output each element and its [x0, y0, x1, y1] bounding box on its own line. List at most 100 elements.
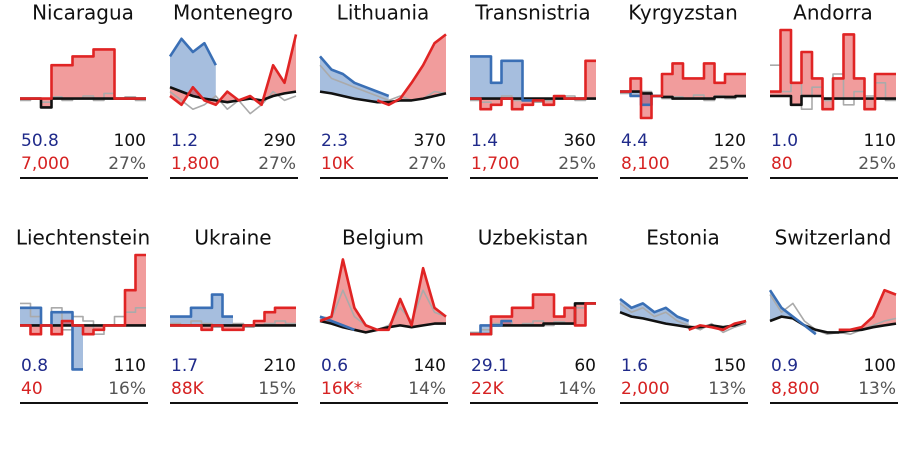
series-line	[170, 306, 296, 332]
panel: Uzbekistan 29.1 60 22K 14%	[470, 226, 598, 404]
stat-label: 100	[114, 131, 146, 151]
stat-label: 16K*	[321, 379, 362, 399]
stat-label: 110	[114, 356, 146, 376]
series-line	[170, 293, 233, 318]
panel-title: Transnistria	[474, 1, 590, 25]
series-line	[169, 90, 297, 115]
stat-label: 4.4	[621, 131, 648, 151]
series-line	[470, 59, 596, 111]
series-line	[169, 85, 297, 104]
area-fill	[170, 38, 216, 101]
stat-label: 8,800	[771, 379, 820, 399]
series-line	[376, 33, 447, 107]
stat-label: 80	[771, 154, 793, 174]
stat-label: 1.6	[621, 356, 648, 376]
panel: Nicaragua 50.8 100 7,000 27%	[20, 1, 148, 179]
stat-label: 13%	[858, 379, 896, 399]
panel: Switzerland 0.9 100 8,800 13%	[768, 226, 898, 404]
series-line	[20, 97, 146, 109]
series-line	[470, 293, 596, 336]
stat-label: 10K	[321, 154, 355, 174]
stat-label: 50.8	[21, 131, 59, 151]
panel-title: Belgium	[342, 226, 424, 250]
series-line	[470, 55, 533, 102]
series-line	[20, 306, 83, 371]
series-line	[319, 55, 390, 98]
stat-label: 14%	[408, 379, 446, 399]
series-line	[688, 319, 747, 332]
panel-title: Uzbekistan	[478, 226, 588, 250]
series-line	[769, 315, 897, 334]
stat-label: 210	[264, 356, 296, 376]
panel-title: Liechtenstein	[16, 226, 150, 250]
stat-label: 25%	[858, 154, 896, 174]
stat-label: 1,700	[471, 154, 520, 174]
series-line	[20, 48, 146, 100]
stat-label: 1,800	[171, 154, 220, 174]
stat-label: 27%	[408, 154, 446, 174]
stat-label: 29.1	[471, 356, 509, 376]
panel: Kyrgyzstan 4.4 120 8,100 25%	[620, 1, 748, 179]
series-line	[20, 253, 146, 336]
panel: Ukraine 1.7 210 88K 15%	[170, 226, 298, 404]
panel: Transnistria 1.4 360 1,700 25%	[470, 1, 598, 179]
stat-label: 360	[564, 131, 596, 151]
panel-title: Kyrgyzstan	[628, 1, 738, 25]
stat-label: 140	[414, 356, 446, 376]
series-line	[770, 28, 896, 111]
stat-label: 100	[864, 356, 896, 376]
series-line	[768, 289, 817, 336]
stat-label: 7,000	[21, 154, 70, 174]
stat-label: 25%	[708, 154, 746, 174]
area-fill	[320, 56, 389, 103]
stat-label: 8,100	[621, 154, 670, 174]
series-line	[620, 62, 746, 120]
stat-label: 14%	[558, 379, 596, 399]
stat-label: 15%	[258, 379, 296, 399]
series-line	[619, 302, 747, 334]
area-fill	[20, 307, 83, 370]
panel-title: Nicaragua	[32, 1, 134, 25]
panel: Lithuania 2.3 370 10K 27%	[319, 1, 448, 179]
stat-label: 13%	[708, 379, 746, 399]
stat-label: 25%	[558, 154, 596, 174]
stat-label: 150	[714, 356, 746, 376]
stat-label: 88K	[171, 379, 205, 399]
panel-title: Switzerland	[775, 226, 892, 250]
series-line	[619, 297, 690, 323]
panel: Andorra 1.0 110 80 25%	[770, 1, 898, 179]
stat-label: 0.8	[21, 356, 48, 376]
series-line	[169, 34, 298, 107]
area-fill	[170, 34, 296, 105]
stat-label: 40	[21, 379, 43, 399]
stat-label: 110	[864, 131, 896, 151]
panel: Belgium 0.6 140 16K* 14%	[319, 226, 448, 404]
stat-label: 1.2	[171, 131, 198, 151]
panel-title: Andorra	[793, 1, 873, 25]
stat-label: 1.7	[171, 356, 198, 376]
panel-title: Ukraine	[194, 226, 271, 250]
stat-label: 27%	[108, 154, 146, 174]
stat-label: 1.4	[471, 131, 498, 151]
stat-label: 370	[414, 131, 446, 151]
panel-title: Montenegro	[173, 1, 293, 25]
area-fill	[377, 34, 446, 105]
stat-label: 27%	[258, 154, 296, 174]
stat-label: 22K	[471, 379, 505, 399]
stat-label: 290	[264, 131, 296, 151]
stat-label: 2.3	[321, 131, 348, 151]
panel-title: Estonia	[646, 226, 720, 250]
series-line	[838, 288, 897, 332]
panel: Estonia 1.6 150 2,000 13%	[619, 226, 748, 404]
stat-label: 16%	[108, 379, 146, 399]
stat-label: 0.6	[321, 356, 348, 376]
panel: Montenegro 1.2 290 1,800 27%	[168, 1, 298, 179]
stat-label: 0.9	[771, 356, 798, 376]
series-line	[319, 258, 447, 332]
series-line	[619, 310, 747, 329]
stat-label: 120	[714, 131, 746, 151]
series-line	[168, 37, 217, 66]
area-fill	[320, 259, 446, 333]
panel: Liechtenstein 0.8 110 40 16%	[16, 226, 150, 404]
